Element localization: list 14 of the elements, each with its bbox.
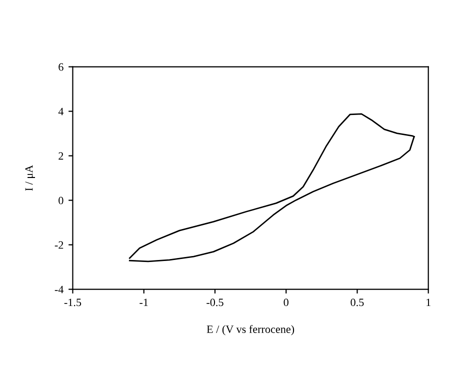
x-tick-label: 0.5 (350, 298, 364, 306)
y-tick-label: -2 (54, 241, 64, 249)
x-tick-label: -0.5 (206, 298, 224, 306)
y-tick-label: 6 (58, 63, 64, 71)
x-tick-label: -1.5 (64, 298, 82, 306)
x-tick-label: 0 (284, 298, 288, 306)
y-tick-label: 0 (58, 196, 64, 204)
y-tick-label: -4 (54, 286, 64, 294)
x-axis-title: E / (V vs ferrocene) (206, 325, 294, 336)
x-tick-label: 1 (426, 298, 430, 306)
y-tick-label: 2 (58, 152, 64, 160)
y-axis-title: I / μA (25, 164, 36, 191)
x-tick-label: -1 (140, 298, 148, 306)
y-tick-label: 4 (58, 108, 64, 116)
